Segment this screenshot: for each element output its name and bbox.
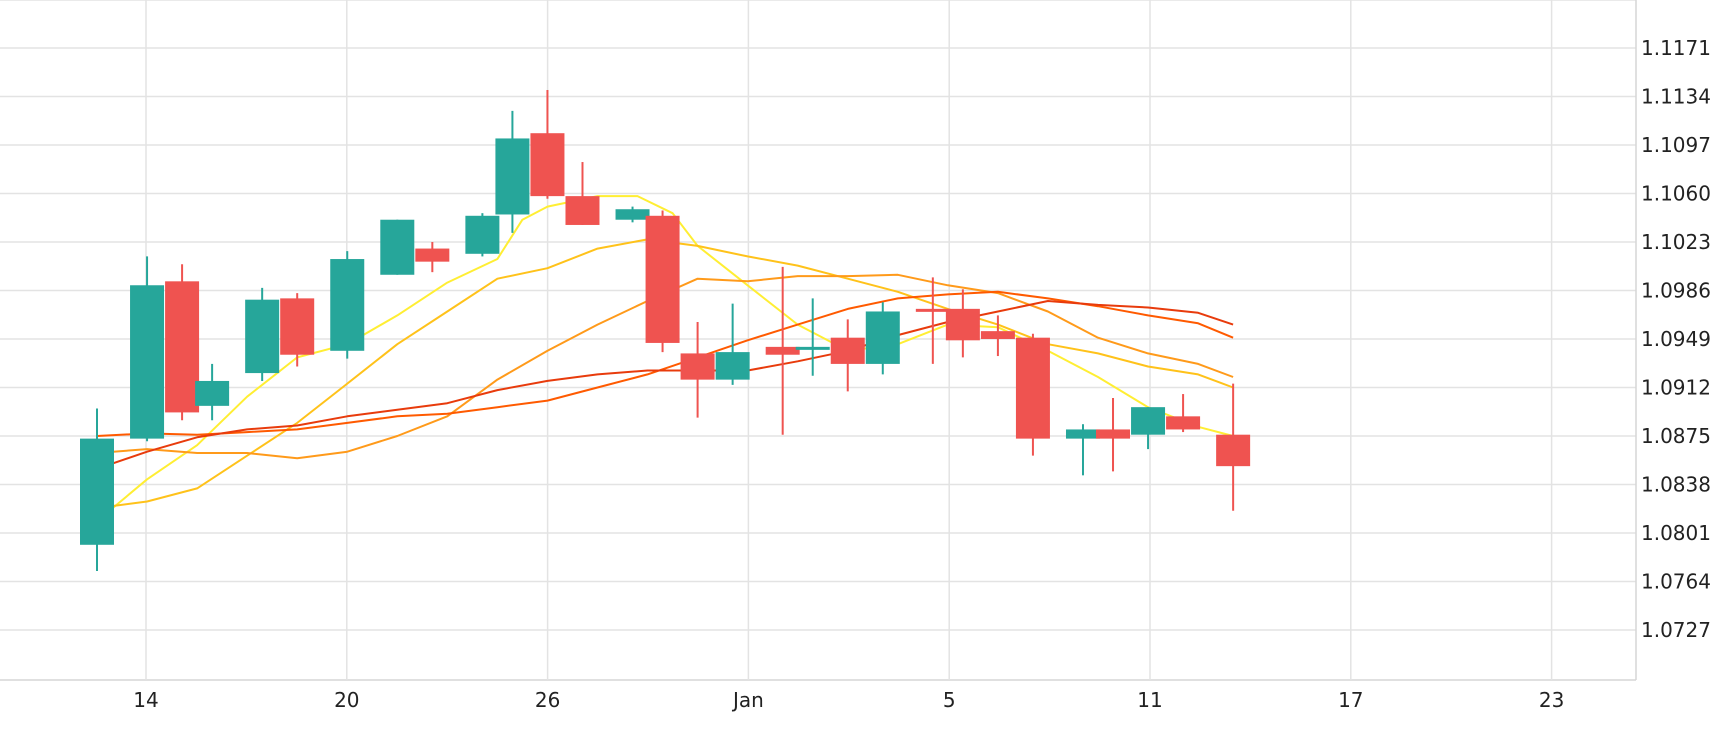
candle-body: [330, 259, 365, 351]
candle: [195, 363, 230, 421]
candle: [165, 264, 200, 421]
candle-body: [765, 346, 800, 355]
candle: [680, 321, 715, 418]
y-tick-label: 1.0764: [1641, 570, 1711, 594]
x-tick-label: 20: [334, 688, 359, 712]
y-tick-label: 1.0801: [1641, 521, 1711, 545]
x-tick-label: 26: [535, 688, 560, 712]
moving-average-line-4: [96, 290, 1234, 437]
grid-layer: [0, 0, 1637, 681]
x-tick-label: 17: [1338, 688, 1363, 712]
candle: [1131, 407, 1166, 450]
y-tick-label: 1.0727: [1641, 618, 1711, 642]
y-tick-label: 1.0912: [1641, 376, 1711, 400]
x-tick-label: 5: [943, 688, 956, 712]
candle-body: [245, 299, 280, 374]
y-tick-label: 1.0949: [1641, 327, 1711, 351]
y-tick-label: 1.1134: [1641, 85, 1711, 109]
candle: [415, 242, 450, 273]
candle-body: [830, 337, 865, 364]
candle: [1216, 383, 1251, 511]
candle-body: [195, 380, 230, 406]
candle: [830, 319, 865, 392]
y-tick-label: 1.1097: [1641, 133, 1711, 157]
candle-body: [530, 133, 565, 197]
candle: [280, 293, 315, 367]
candle-body: [865, 311, 900, 364]
candle: [980, 315, 1015, 357]
candle: [615, 206, 650, 223]
candle-body: [915, 308, 950, 312]
y-tick-label: 1.1060: [1641, 182, 1711, 206]
candle: [765, 266, 800, 435]
candle: [865, 302, 900, 375]
candle: [495, 110, 530, 233]
candle-body: [645, 215, 680, 343]
candle-body: [1096, 429, 1131, 439]
candle: [565, 162, 600, 225]
candle: [915, 277, 950, 364]
x-tick-label: 23: [1539, 688, 1564, 712]
candle-body: [795, 346, 830, 350]
candle-body: [165, 281, 200, 413]
candle-body: [615, 209, 650, 220]
y-tick-label: 1.1023: [1641, 230, 1711, 254]
x-tick-label: Jan: [731, 688, 764, 712]
candle: [530, 89, 565, 199]
candle-body: [1065, 429, 1100, 439]
candle-body: [130, 285, 165, 439]
candle: [715, 303, 750, 385]
candle-body: [715, 352, 750, 380]
candle: [1096, 397, 1131, 472]
candle-body: [465, 215, 500, 254]
candle-body: [1015, 337, 1050, 439]
candle: [130, 256, 165, 442]
candle: [795, 298, 830, 376]
candle-body: [980, 331, 1015, 339]
candle: [1166, 394, 1201, 433]
candle-body: [1131, 407, 1166, 435]
x-tick-label: 14: [133, 688, 158, 712]
candle-body: [565, 196, 600, 225]
axes: 1.1171 1.1134 1.1097 1.1060 1.1023 1.0986 1.09…: [133, 36, 1711, 712]
candle-body: [945, 308, 980, 341]
y-tick-label: 1.0838: [1641, 473, 1711, 497]
candle-body: [415, 248, 450, 262]
y-tick-label: 1.1171: [1641, 36, 1711, 60]
candle: [945, 289, 980, 358]
candle-body: [1216, 434, 1251, 467]
candle: [380, 219, 415, 275]
moving-average-line-5: [96, 300, 1234, 470]
candle-body: [1166, 416, 1201, 430]
candle-body: [80, 438, 114, 545]
candle: [1065, 424, 1100, 476]
candle: [330, 251, 365, 359]
y-tick-label: 1.0875: [1641, 424, 1711, 448]
candle-body: [680, 353, 715, 380]
candle-body: [495, 138, 530, 215]
candle-body: [280, 298, 315, 355]
candle: [245, 287, 280, 381]
candle: [80, 408, 114, 572]
candles: [80, 89, 1251, 572]
candle: [645, 210, 680, 353]
y-tick-label: 1.0986: [1641, 279, 1711, 303]
candle-body: [380, 219, 415, 275]
candle: [1015, 333, 1050, 456]
candle: [465, 213, 500, 257]
x-tick-label: 11: [1137, 688, 1162, 712]
